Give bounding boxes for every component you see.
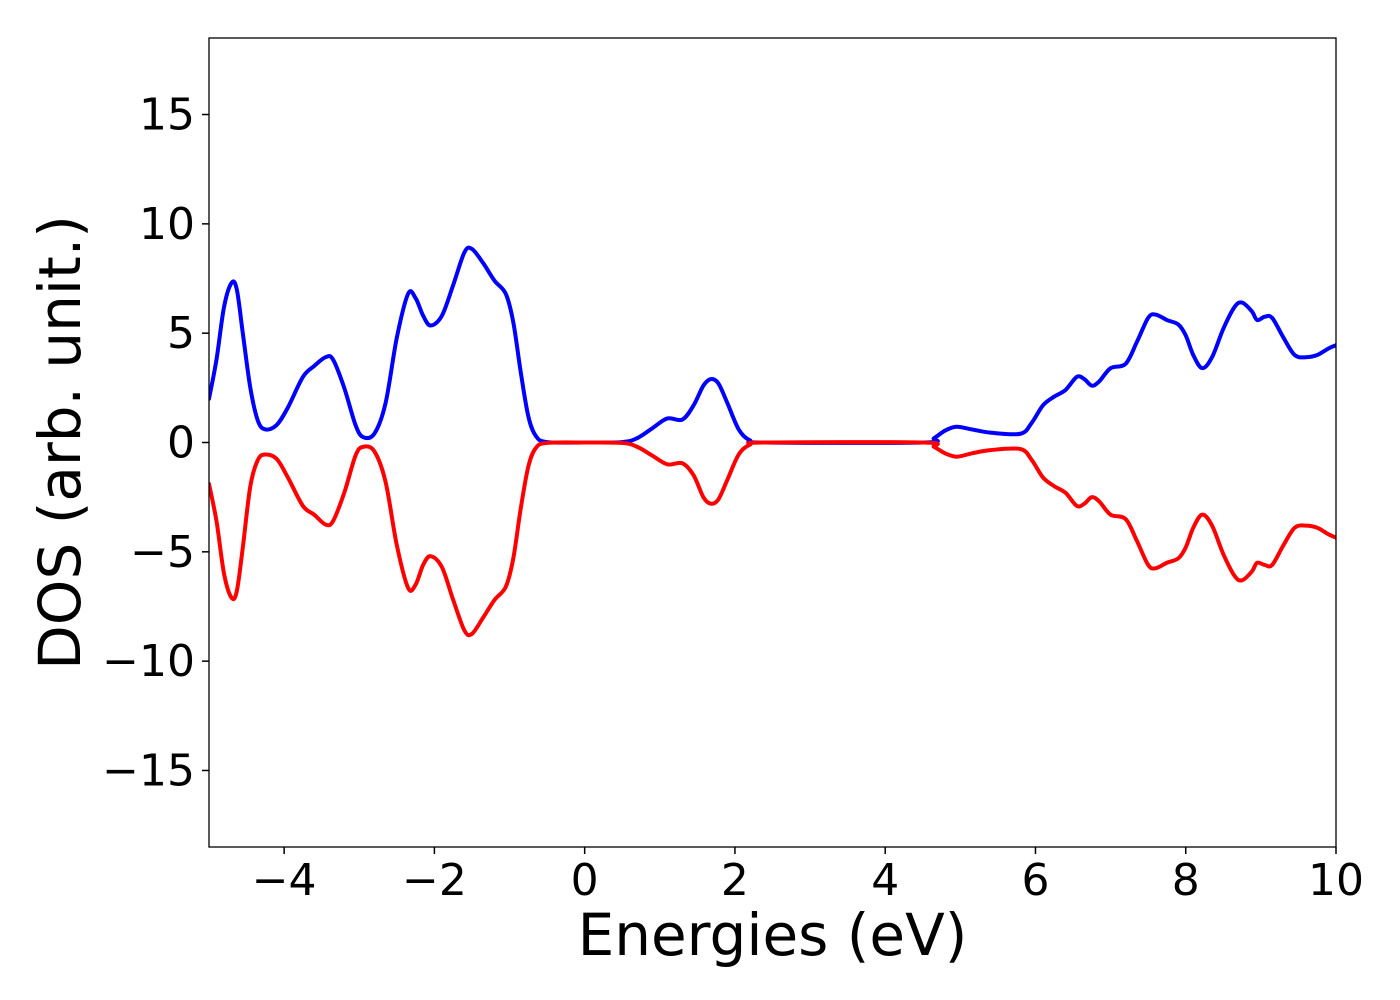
x-tick-label: 6 xyxy=(1021,855,1049,906)
y-axis-label: DOS (arb. unit.) xyxy=(26,215,94,670)
x-tick-label: 10 xyxy=(1308,855,1364,906)
y-tick-label: −15 xyxy=(102,745,195,796)
y-tick-label: 5 xyxy=(167,308,195,359)
x-axis: −4 −2 0 2 4 6 8 10 xyxy=(252,847,1364,906)
x-tick-label: 2 xyxy=(721,855,749,906)
x-tick-label: 0 xyxy=(571,855,599,906)
x-axis-label: Energies (eV) xyxy=(578,901,968,969)
x-tick-label: 4 xyxy=(871,855,899,906)
x-tick-label: −4 xyxy=(252,855,317,906)
y-tick-label: 10 xyxy=(139,199,195,250)
y-tick-label: 15 xyxy=(139,90,195,141)
series-line-1 xyxy=(209,440,1336,638)
x-tick-label: 8 xyxy=(1172,855,1200,906)
y-tick-label: 0 xyxy=(167,418,195,469)
y-tick-label: −5 xyxy=(130,527,195,578)
y-tick-label: −10 xyxy=(102,636,195,687)
series-line-0 xyxy=(209,245,1336,445)
series-layer xyxy=(209,245,1336,638)
y-axis: −15 −10 −5 0 5 10 15 xyxy=(102,90,209,796)
x-tick-label: −2 xyxy=(402,855,467,906)
